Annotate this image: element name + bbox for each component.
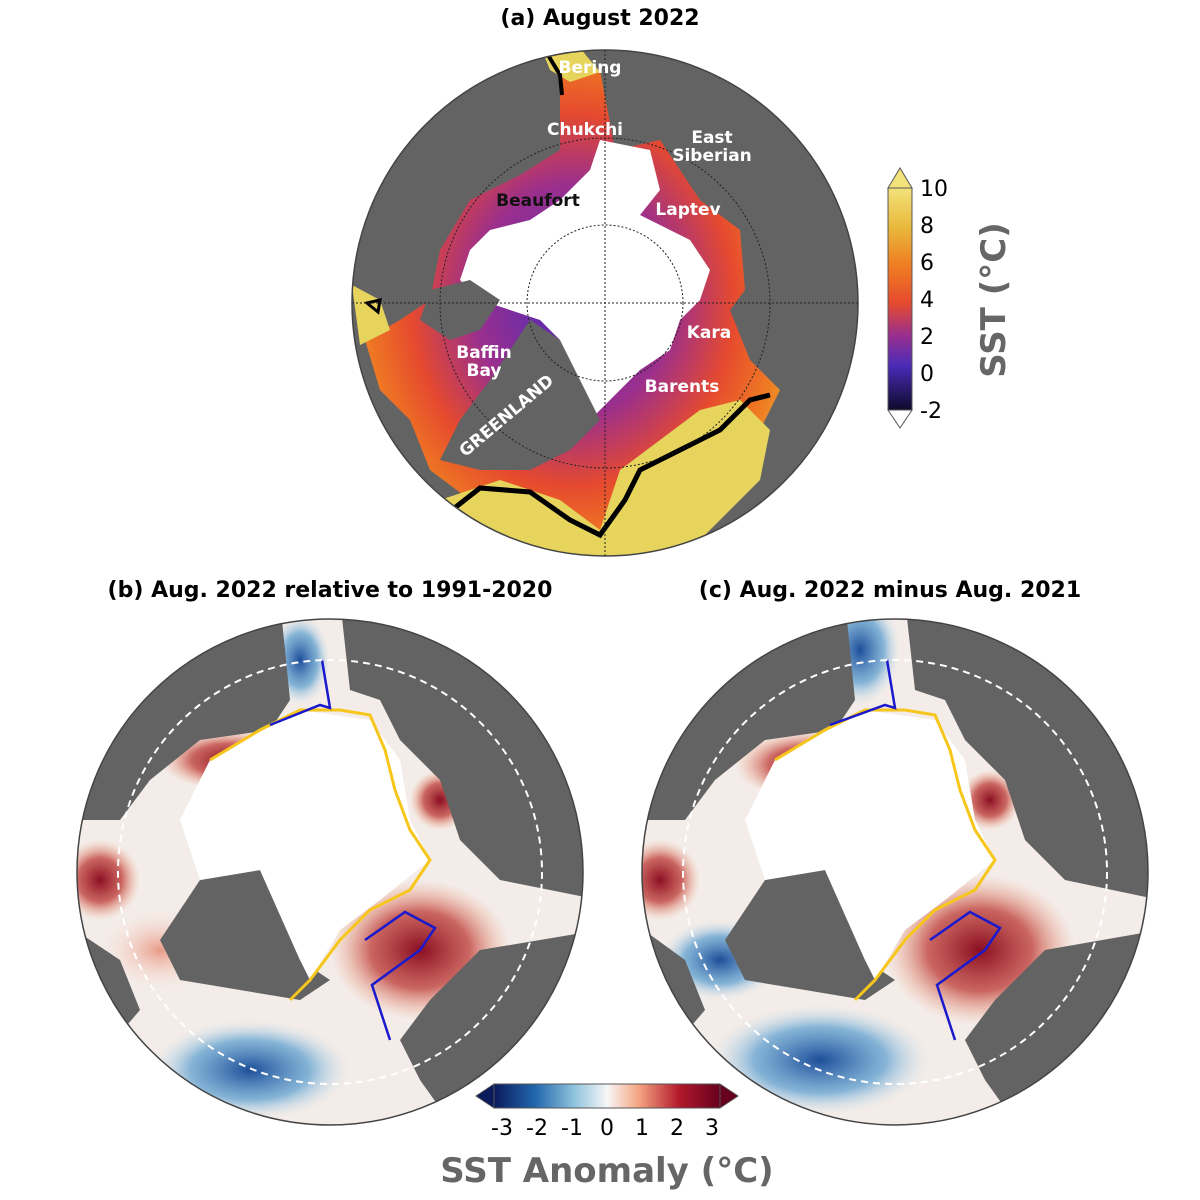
panel-b-anom-atlantic [150,1020,350,1120]
anomaly-colorbar: -3 -2 -1 0 1 2 3 SST Anomaly (°C) [440,1083,774,1191]
panel-c-anom-labrador [642,840,700,920]
panel-b-region-chukchi [269,659,332,727]
label-beaufort: Beaufort [496,191,580,211]
sst-colorbar-extend-top [887,167,913,189]
panel-a-title: (a) August 2022 [500,6,700,31]
panel-b-sea-ice [180,710,430,980]
label-east-siberian-2: Siberian [672,146,752,166]
panel-b-map [77,619,583,1125]
sst-colorbar-tick: 6 [920,251,934,276]
panel-b-title: (b) Aug. 2022 relative to 1991-2020 [107,578,553,603]
sst-colorbar-tick: 0 [920,362,934,387]
panel-a-map [352,50,858,556]
sst-colorbar-extend-bottom [887,409,913,429]
anomaly-colorbar-ramp [493,1083,721,1109]
anomaly-colorbar-extend-right [719,1083,739,1109]
label-barents: Barents [645,377,720,397]
label-kara: Kara [687,323,732,343]
panel-b-region-barents [364,910,437,1041]
panel-c-land-greenland [725,870,895,1000]
panel-c-anom-atlantic [710,1005,930,1115]
label-bering: Bering [559,58,622,78]
anomaly-colorbar-tick: 1 [635,1116,649,1141]
panel-a-frame [351,49,859,557]
anomaly-colorbar-tick: 2 [670,1116,684,1141]
panel-b-land-greenland [160,870,330,1000]
panel-a-graticule-inner [526,224,684,382]
panel-c-graticule [682,659,1108,1085]
label-baffin-1: Baffin [456,343,512,363]
panel-b-frame [76,618,584,1126]
panel-a-sst-contour-bering [546,53,564,96]
panel-c-anom-laptev [960,770,1020,830]
label-chukchi: Chukchi [547,120,623,140]
panel-c-title: (c) Aug. 2022 minus Aug. 2021 [698,578,1082,603]
panel-a-sea-ice [460,140,710,420]
panel-c-frame [641,618,1149,1126]
anomaly-colorbar-extend-left [475,1083,495,1109]
sst-colorbar-tick: 8 [920,214,934,239]
anomaly-colorbar-tick: 3 [705,1116,719,1141]
label-laptev: Laptev [655,200,720,220]
panel-a-warm-atlantic [420,400,770,556]
anomaly-colorbar-tick: -2 [526,1116,548,1141]
sst-colorbar-tick: -2 [920,399,942,424]
sst-colorbar-tick: 10 [920,177,948,202]
panel-c-sea-ice [745,710,995,980]
sst-colorbar-label: SST (°C) [974,222,1014,378]
panel-a-graticule-outer [439,137,771,469]
panel-b-anom-labrador [77,840,140,920]
sst-colorbar-ramp [887,187,913,411]
panel-c-region-barents [929,910,1002,1041]
anomaly-colorbar-tick: 0 [600,1116,614,1141]
anomaly-colorbar-label: SST Anomaly (°C) [440,1151,773,1191]
panel-c-region-chukchi [829,659,897,727]
anomaly-colorbar-tick: -3 [491,1116,513,1141]
panel-a-archipelago [420,280,500,340]
panel-b-graticule [117,659,543,1085]
label-baffin-2: Bay [467,361,502,381]
panel-a-sst-contour-labrador [363,298,382,315]
anomaly-colorbar-tick: -1 [561,1116,583,1141]
sst-colorbar-tick: 2 [920,325,934,350]
sst-colorbar: 10 8 6 4 2 0 -2 SST (°C) [887,167,1014,429]
label-east-siberian-1: East [691,128,732,148]
panel-a-sst-contour [450,392,771,539]
panel-a-warm-labrador [352,285,390,345]
panel-a-greenland [440,320,600,470]
panel-c-map [642,619,1148,1125]
sst-colorbar-tick: 4 [920,288,934,313]
